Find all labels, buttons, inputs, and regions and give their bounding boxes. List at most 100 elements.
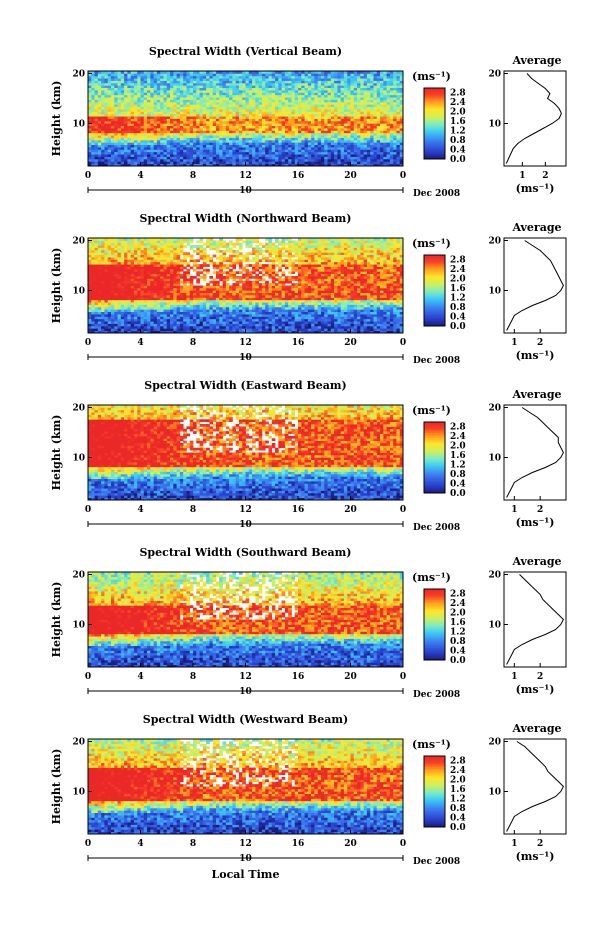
heatmap-cell [153,330,158,334]
heatmap-cell [225,80,230,84]
heatmap-cell [291,75,296,79]
heatmap-cell [183,158,187,162]
heatmap-cell [275,118,279,122]
heatmap-cell [117,325,122,329]
heatmap-cell [327,149,332,153]
heatmap-cell [304,128,309,131]
heatmap-cell [189,80,194,84]
heatmap-cell [389,85,394,89]
heatmap-cell [396,73,401,77]
heatmap-cell [301,120,305,124]
heatmap-cell [340,156,345,160]
heatmap-cell [324,163,328,167]
heatmap-cell [399,120,404,124]
heatmap-cell [258,120,263,124]
heatmap-cell [314,330,319,334]
heatmap-cell [317,158,322,162]
heatmap-cell [163,328,168,332]
heatmap-cell [314,323,319,327]
heatmap-cell [255,321,260,324]
heatmap-cell [324,99,328,103]
heatmap-cell [261,163,266,167]
heatmap-cell [156,130,161,134]
heatmap-cell [117,120,122,124]
colorbar-step [424,141,445,144]
heatmap-cell [399,99,404,103]
heatmap-cell [248,106,253,110]
heatmap-cell [343,321,348,324]
heatmap-cell [278,113,282,117]
heatmap-cell [222,161,227,165]
heatmap-cell [271,147,276,150]
heatmap-cell [252,316,256,320]
heatmap-cell [393,106,397,110]
heatmap-cell [212,158,217,162]
heatmap-cell [88,106,92,110]
heatmap-cell [163,144,168,148]
heatmap-cell [133,316,138,320]
heatmap-cell [271,135,276,138]
heatmap-cell [212,125,217,129]
heatmap-cell [340,311,345,315]
heatmap-cell [357,137,361,141]
heatmap-cell [130,75,135,79]
heatmap-cell [265,142,269,146]
heatmap-cell [350,158,355,162]
heatmap-cell [202,94,207,98]
heatmap-cell [271,90,276,93]
heatmap-cell [219,323,223,327]
heatmap-cell [258,125,263,129]
heatmap-cell [383,316,387,320]
heatmap-cell [314,147,319,150]
heatmap-cell [160,147,164,150]
heatmap-cell [222,71,227,74]
heatmap-cell [107,90,112,93]
heatmap-cell [258,137,263,141]
heatmap-cell [389,151,394,155]
heatmap-cell [143,75,148,79]
heatmap-cell [393,316,397,320]
heatmap-cell [389,109,394,112]
heatmap-cell [104,151,109,155]
heatmap-cell [124,142,128,146]
heatmap-cell [248,154,253,157]
heatmap-cell [107,321,112,324]
heatmap-cell [255,325,260,329]
heatmap-cell [219,78,223,81]
heatmap-cell [114,139,118,143]
heatmap-cell [166,85,171,89]
heatmap-cell [343,147,348,150]
heatmap-cell [268,75,273,79]
heatmap-cell [189,132,194,136]
heatmap-cell [229,109,233,112]
heatmap-cell [209,113,214,117]
heatmap-cell [343,314,348,317]
heatmap-cell [284,316,289,320]
heatmap-cell [137,71,141,74]
heatmap-cell [298,101,302,105]
heatmap-cell [193,144,197,148]
heatmap-cell [311,97,315,100]
heatmap-cell [265,161,269,165]
heatmap-cell [238,325,243,329]
heatmap-cell [363,328,368,332]
heatmap-cell [101,156,105,160]
heatmap-cell [265,132,269,136]
heatmap-cell [193,149,197,153]
heatmap-cell [268,330,273,334]
heatmap-cell [393,149,397,153]
heatmap-cell [317,123,322,127]
heatmap-cell [215,80,220,84]
heatmap-cell [261,328,266,332]
heatmap-cell [330,75,335,79]
heatmap-cell [91,71,95,74]
heatmap-cell [127,137,132,141]
heatmap-cell [147,111,151,115]
heatmap-cell [343,125,348,129]
heatmap-cell [281,135,286,138]
heatmap-cell [376,104,381,108]
heatmap-cell [334,147,338,150]
heatmap-cell [350,316,355,320]
heatmap-cell [334,137,338,141]
heatmap-cell [215,75,220,79]
